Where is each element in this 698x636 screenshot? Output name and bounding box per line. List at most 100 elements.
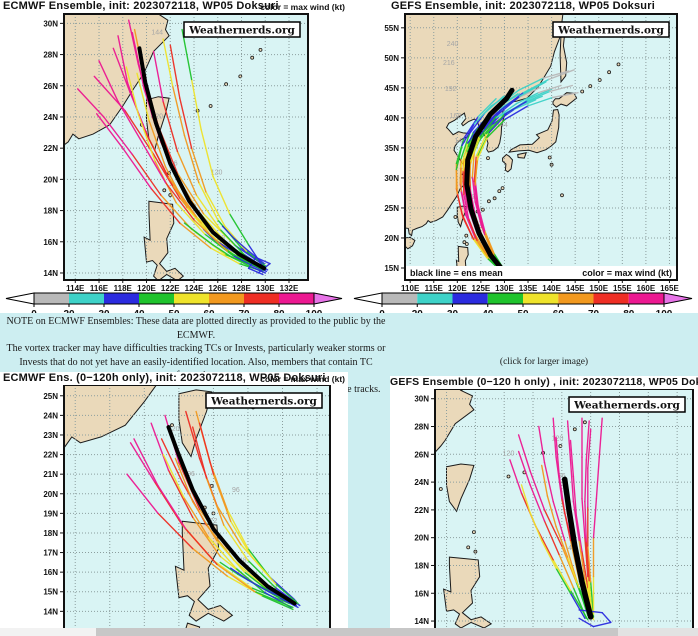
track-segment bbox=[112, 47, 131, 93]
colorbar-label: 20 bbox=[412, 309, 424, 313]
ensemble-track bbox=[183, 222, 266, 274]
bottom-scroll-strip[interactable] bbox=[0, 628, 698, 636]
x-tick-label: 118E bbox=[114, 284, 133, 293]
track-segment bbox=[529, 511, 543, 542]
y-tick-label: 22N bbox=[414, 506, 429, 515]
track-segment bbox=[136, 72, 150, 121]
ecmwf-ensemble-map-image[interactable]: 48729612014412014N16N18N20N22N24N26N28N3… bbox=[0, 13, 348, 320]
track-segment bbox=[486, 118, 507, 138]
y-tick-label: 20N bbox=[43, 175, 58, 184]
ensemble-mean-track bbox=[137, 46, 267, 271]
y-tick-label: 18N bbox=[43, 207, 58, 216]
y-tick-label: 26N bbox=[43, 82, 58, 91]
track-segment bbox=[185, 410, 201, 460]
track-segment bbox=[183, 222, 198, 234]
y-tick-label: 30N bbox=[43, 19, 58, 28]
y-tick-label: 20N bbox=[384, 234, 399, 243]
track-segment bbox=[190, 78, 202, 131]
y-tick-label: 17N bbox=[43, 549, 58, 558]
forecast-hour-label: 72 bbox=[210, 518, 218, 525]
forecast-hour-label: 192 bbox=[445, 86, 457, 93]
track-segment bbox=[548, 69, 575, 81]
colorbar-label: 40 bbox=[482, 309, 494, 313]
track-segment bbox=[566, 556, 580, 589]
x-tick-label: 114E bbox=[66, 284, 85, 293]
panel-ecmwf-120h: ECMWF Ens. (0−120h only), init: 20230721… bbox=[0, 372, 348, 628]
track-segment bbox=[195, 231, 214, 246]
x-tick-label: 122E bbox=[161, 284, 180, 293]
track-segment bbox=[255, 256, 271, 265]
gefs-ensemble-map-image[interactable]: 7296120144168192216240144black line = en… bbox=[348, 13, 698, 320]
watermark-badge: Weathernerds.org bbox=[183, 21, 301, 38]
x-axis-labels: 114E 116E 118E 120E 122E 124E 126E 128E 130E 132E bbox=[66, 280, 299, 293]
track-segment bbox=[561, 498, 572, 542]
track-segment bbox=[468, 160, 472, 188]
track-segment bbox=[474, 159, 478, 186]
track-segment bbox=[552, 559, 572, 592]
y-tick-label: 20N bbox=[414, 534, 429, 543]
track-segment bbox=[122, 147, 153, 190]
island-dot bbox=[464, 233, 469, 238]
track-segment bbox=[592, 498, 598, 539]
track-segment bbox=[137, 113, 156, 162]
track-segment bbox=[175, 202, 206, 235]
track-segment bbox=[477, 204, 486, 232]
color-legend-label: color = max wind (kt) bbox=[260, 2, 345, 12]
track-segment bbox=[476, 239, 491, 261]
x-tick-label: 135E bbox=[519, 284, 538, 293]
track-segment bbox=[517, 434, 531, 472]
track-segment bbox=[469, 136, 481, 162]
track-segment bbox=[552, 500, 566, 542]
track-segment bbox=[131, 153, 162, 196]
track-segment bbox=[183, 496, 209, 538]
panel-ecmwf-full-title-row: ECMWF Ensemble, init: 2023072118, WP05 D… bbox=[0, 0, 348, 13]
gefs-120h-map-image[interactable]: 2448729612012014N16N18N20N22N24N26N28N30… bbox=[390, 388, 698, 633]
track-segment bbox=[540, 464, 549, 497]
track-segment bbox=[563, 539, 578, 581]
coastline-layer bbox=[435, 389, 587, 628]
track-segment bbox=[462, 169, 465, 196]
forecast-hour-label: 120 bbox=[168, 426, 180, 433]
track-segment bbox=[98, 60, 119, 103]
track-segment bbox=[461, 123, 476, 147]
colorbar-label: 80 bbox=[623, 309, 635, 313]
island-dot bbox=[208, 104, 213, 108]
track-segment bbox=[509, 459, 523, 494]
ecmwf-120h-map-image[interactable]: 24 48 72 96 120 96 14N 15N 16N 17N 18N 19N 20N 21N 22N… bbox=[0, 384, 348, 633]
y-tick-label: 19N bbox=[43, 509, 58, 518]
track-segment bbox=[572, 475, 578, 517]
track-segment bbox=[495, 102, 518, 119]
y-tick-label: 24N bbox=[43, 113, 58, 122]
forecast-hour-label: 120 bbox=[211, 170, 223, 177]
track-segment bbox=[164, 181, 195, 221]
island-dot bbox=[560, 193, 564, 198]
x-tick-label: 120E bbox=[448, 284, 467, 293]
colorbar-label: 50 bbox=[168, 309, 180, 313]
track-segment bbox=[191, 500, 218, 542]
colorbar-label: 70 bbox=[238, 309, 250, 313]
track-segment bbox=[473, 155, 477, 183]
forecast-hour-label: 144 bbox=[151, 29, 163, 36]
track-segment bbox=[191, 516, 222, 558]
track-map-svg: 244872961209614N15N16N17N18N19N20N21N22N… bbox=[43, 384, 331, 628]
track-segment bbox=[169, 44, 181, 99]
track-segment bbox=[455, 144, 463, 171]
map-layers: 487296120144120 bbox=[64, 14, 308, 280]
track-segment bbox=[129, 442, 156, 483]
y-tick-label: 26N bbox=[414, 450, 429, 459]
ensemble-track bbox=[181, 28, 265, 270]
track-segment bbox=[584, 536, 589, 578]
x-tick-label: 120E bbox=[137, 284, 156, 293]
track-segment bbox=[578, 617, 595, 628]
track-segment bbox=[517, 87, 541, 99]
track-segment bbox=[153, 481, 184, 526]
track-segment bbox=[226, 250, 264, 271]
track-segment bbox=[181, 28, 193, 81]
x-tick-label: 150E bbox=[589, 284, 608, 293]
track-segment bbox=[528, 88, 553, 100]
map-border bbox=[63, 13, 309, 281]
land-kyushu bbox=[502, 153, 514, 173]
track-segment bbox=[520, 484, 531, 514]
forecast-hour-label: 120 bbox=[151, 114, 163, 121]
